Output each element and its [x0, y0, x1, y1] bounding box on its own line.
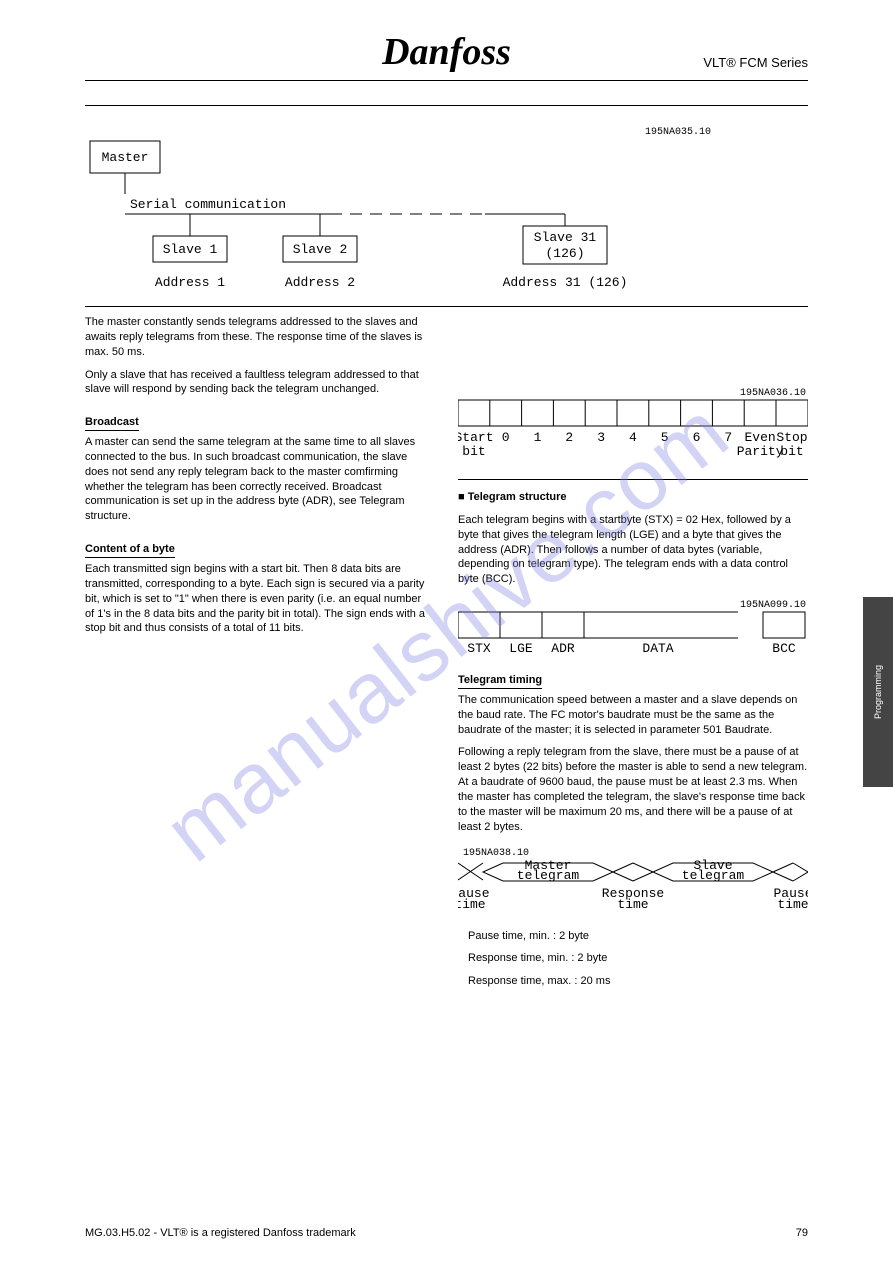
svg-text:195NA038.10: 195NA038.10 [463, 848, 529, 859]
svg-text:time: time [458, 897, 486, 912]
svg-text:(126): (126) [545, 246, 584, 261]
svg-text:Address 31 (126): Address 31 (126) [503, 275, 628, 290]
svg-text:7: 7 [724, 430, 732, 445]
svg-text:LGE: LGE [509, 641, 533, 656]
svg-text:Slave 31: Slave 31 [534, 230, 597, 245]
svg-text:time: time [777, 897, 808, 912]
product-series: VLT® FCM Series [703, 55, 808, 70]
svg-text:5: 5 [661, 430, 669, 445]
timing-diagram: 195NA038.10 [458, 845, 808, 925]
svg-text:ADR: ADR [551, 641, 575, 656]
svg-text:3: 3 [597, 430, 605, 445]
svg-text:telegram: telegram [682, 868, 745, 883]
svg-text:1: 1 [534, 430, 542, 445]
text: A master can send the same telegram at t… [85, 435, 430, 524]
svg-text:Start: Start [458, 430, 494, 445]
master-slave-diagram: 195NA035.10 Master Serial communication … [85, 116, 808, 306]
svg-text:Parity: Parity [737, 444, 784, 459]
text: Each transmitted sign begins with a star… [85, 562, 430, 636]
logo: Danfoss [85, 30, 808, 74]
svg-text:6: 6 [693, 430, 701, 445]
svg-text:Address 2: Address 2 [285, 275, 355, 290]
text: The communication speed between a master… [458, 693, 808, 738]
side-tab: Programming [863, 597, 893, 787]
svg-text:bit: bit [780, 444, 803, 459]
text: Only a slave that has received a faultle… [85, 368, 430, 398]
footer-code: MG.03.H5.02 - VLT® is a registered Danfo… [85, 1227, 356, 1239]
text: The master constantly sends telegrams ad… [85, 315, 430, 360]
svg-text:time: time [617, 897, 648, 912]
broadcast-title: Broadcast [85, 415, 139, 431]
fig-id: 195NA035.10 [645, 127, 711, 138]
timing-title: Telegram timing [458, 673, 542, 689]
svg-text:Even: Even [744, 430, 775, 445]
page-number: 79 [796, 1227, 808, 1239]
frame-diagram: 195NA099.10 STX [458, 597, 808, 659]
svg-text:Slave 2: Slave 2 [293, 242, 348, 257]
svg-text:2: 2 [565, 430, 573, 445]
svg-text:BCC: BCC [772, 641, 796, 656]
svg-text:4: 4 [629, 430, 637, 445]
spec-list: Pause time, min. : 2 byte Response time,… [468, 929, 808, 990]
byte-diagram: 195NA036.10 [458, 385, 808, 475]
right-column: 195NA036.10 [458, 315, 808, 997]
text: Each telegram begins with a startbyte (S… [458, 513, 808, 587]
section-title: ■ Telegram structure [458, 490, 808, 505]
svg-text:Serial communication: Serial communication [130, 197, 286, 212]
svg-text:Stop: Stop [776, 430, 807, 445]
svg-text:0: 0 [502, 430, 510, 445]
svg-text:195NA099.10: 195NA099.10 [740, 600, 806, 611]
svg-text:bit: bit [462, 444, 485, 459]
svg-text:Master: Master [102, 150, 149, 165]
svg-text:195NA036.10: 195NA036.10 [740, 388, 806, 399]
content-byte-title: Content of a byte [85, 542, 175, 558]
svg-text:telegram: telegram [517, 868, 580, 883]
svg-text:DATA: DATA [642, 641, 673, 656]
text: Following a reply telegram from the slav… [458, 745, 808, 834]
svg-text:Slave 1: Slave 1 [163, 242, 218, 257]
svg-text:STX: STX [467, 641, 491, 656]
left-column: The master constantly sends telegrams ad… [85, 315, 430, 997]
svg-text:Address 1: Address 1 [155, 275, 225, 290]
